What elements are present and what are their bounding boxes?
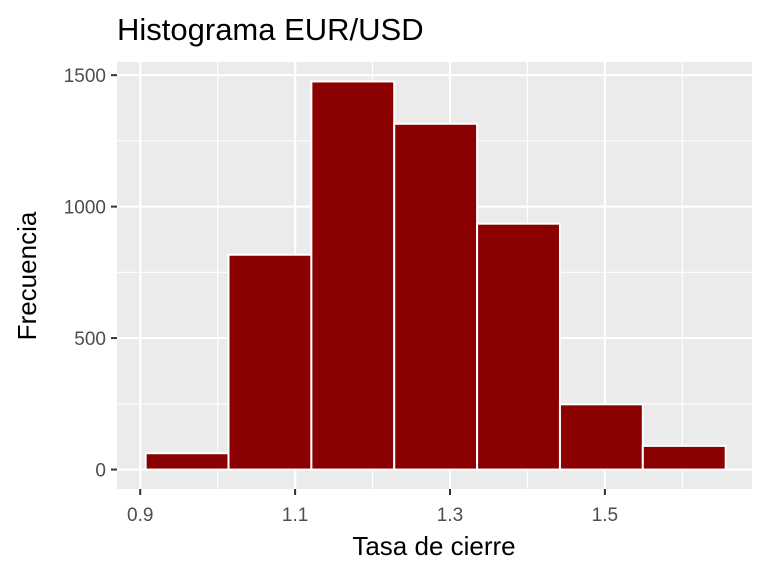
histogram-bar [393,122,479,471]
histogram-bar [144,452,230,471]
histogram-bar [476,222,561,471]
y-tick-label: 0 [95,461,106,482]
x-tick-label: 1.5 [592,505,618,526]
histogram-bar [227,253,313,471]
histogram-bar [310,80,396,471]
y-tick-label: 1000 [64,198,106,219]
x-axis: 0.9 1.1 1.3 1.5 [127,489,618,526]
x-tick-label: 0.9 [127,505,153,526]
y-axis-title: Frecuencia [12,211,42,340]
histogram-bar [558,403,644,471]
x-axis-title: Tasa de cierre [352,531,515,561]
y-tick-label: 500 [74,329,106,350]
histogram-bars [144,80,727,471]
y-tick-label: 1500 [64,66,106,87]
histogram-bar [641,444,727,471]
y-axis: 0 500 1000 1500 [64,66,117,482]
chart-title: Histograma EUR/USD [117,12,424,47]
x-tick-label: 1.1 [282,505,308,526]
x-tick-label: 1.3 [437,505,463,526]
